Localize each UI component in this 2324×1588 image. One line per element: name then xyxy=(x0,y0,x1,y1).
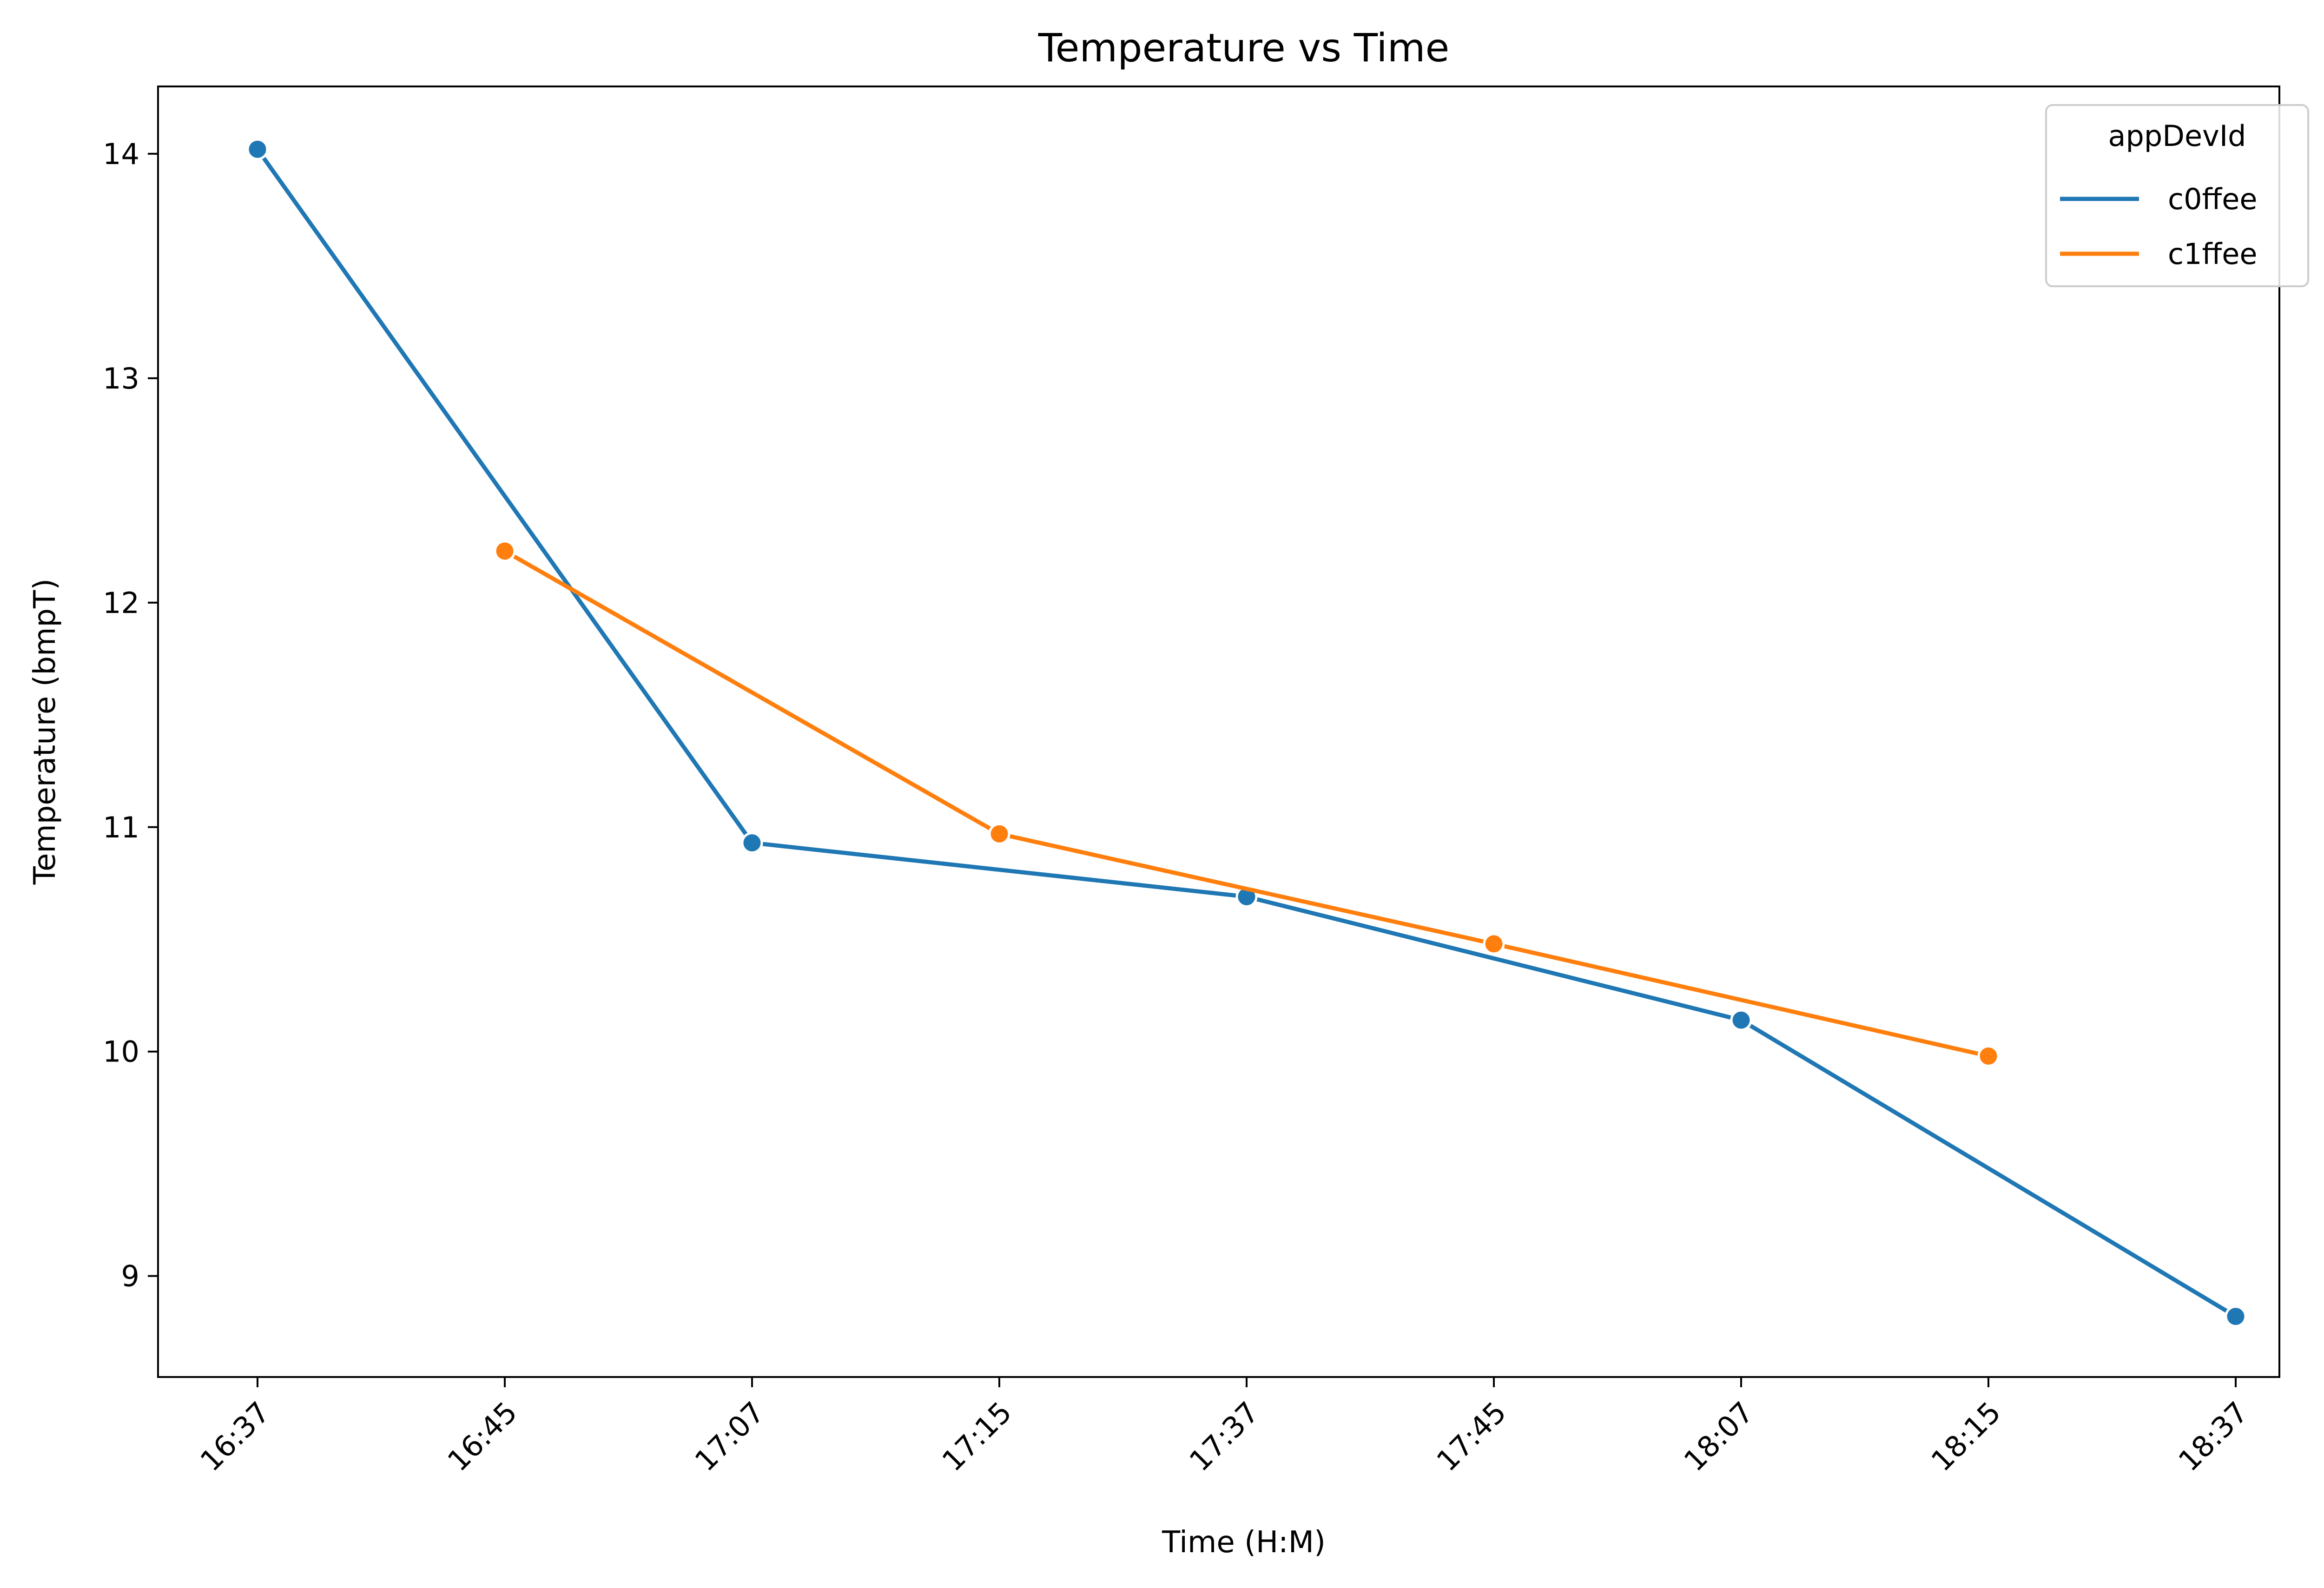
data-point-c1ffee xyxy=(1977,1045,2000,1067)
data-point-c1ffee xyxy=(988,823,1010,845)
chart-title: Temperature vs Time xyxy=(1038,25,1450,71)
legend-box xyxy=(2045,104,2309,287)
y-axis: 9 10 11 12 13 14 xyxy=(103,137,158,1293)
plot-frame xyxy=(157,86,2280,1378)
legend: appDevId c0ffee c1ffee xyxy=(2045,104,2309,287)
data-point-c1ffee xyxy=(494,540,516,562)
y-tick-label: 12 xyxy=(103,586,139,620)
y-tick-label: 11 xyxy=(103,810,139,844)
data-point-c1ffee xyxy=(1483,933,1505,955)
data-point-c0ffee xyxy=(2225,1305,2247,1328)
y-axis-label: Temperature (bmpT) xyxy=(28,579,62,885)
series-line-c1ffee xyxy=(502,549,1991,1058)
legend-label-c1ffee: c1ffee xyxy=(2168,237,2258,271)
legend-items: c0ffee c1ffee xyxy=(2060,182,2258,271)
data-point-c0ffee xyxy=(246,138,269,160)
y-tick-label: 9 xyxy=(121,1259,139,1293)
y-tick-label: 14 xyxy=(103,137,139,171)
data-point-c0ffee xyxy=(741,832,763,854)
plot-area xyxy=(246,138,2247,1328)
y-tick-label: 10 xyxy=(103,1035,139,1069)
data-point-c0ffee xyxy=(1730,1009,1752,1031)
legend-label-c0ffee: c0ffee xyxy=(2168,182,2258,216)
y-tick-label: 13 xyxy=(103,362,139,395)
legend-title: appDevId xyxy=(2108,119,2246,153)
x-axis-label: Time (H:M) xyxy=(1162,1525,1326,1560)
